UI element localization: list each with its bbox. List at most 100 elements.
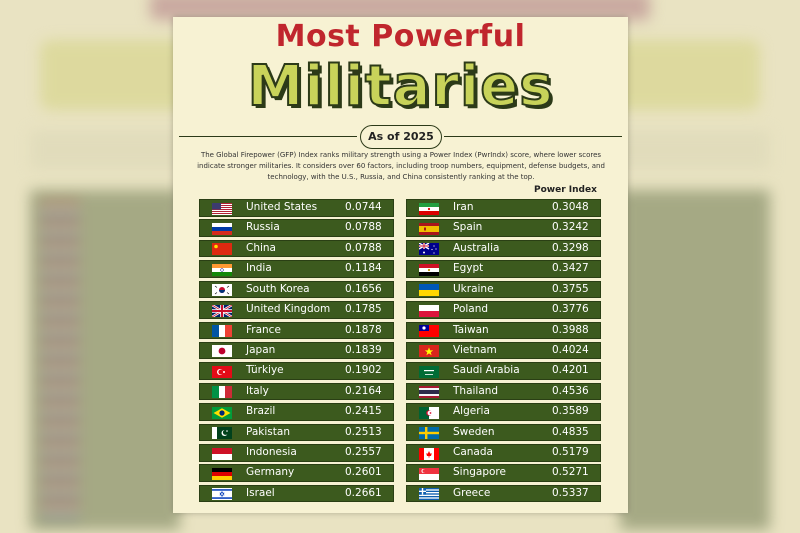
country-name: Australia [453, 241, 500, 254]
power-index-value: 0.3755 [552, 282, 589, 295]
ranking-row: Iran 0.3048 [406, 199, 601, 217]
power-index-value: 0.3589 [552, 405, 589, 418]
power-index-value: 0.5337 [552, 486, 589, 499]
us-flag-icon [212, 202, 232, 215]
ranking-row: Egypt 0.3427 [406, 260, 601, 278]
turkey-flag-icon [212, 365, 232, 378]
country-name: Poland [453, 303, 489, 316]
country-name: India [246, 262, 272, 275]
indonesia-flag-icon [212, 447, 232, 460]
power-index-value: 0.1839 [345, 343, 382, 356]
country-name: Sweden [453, 425, 495, 438]
country-name: Thailand [453, 384, 499, 397]
country-name: Japan [246, 343, 276, 356]
ranking-row: Singapore 0.5271 [406, 464, 601, 482]
power-index-value: 0.2164 [345, 384, 382, 397]
power-index-value: 0.4835 [552, 425, 589, 438]
ukraine-flag-icon [419, 284, 439, 297]
country-name: Egypt [453, 262, 484, 275]
ranking-row: United Kingdom 0.1785 [199, 301, 394, 319]
ranking-row: Algeria 0.3589 [406, 403, 601, 421]
country-name: Pakistan [246, 425, 290, 438]
greece-flag-icon [419, 488, 439, 501]
power-index-value: 0.3776 [552, 303, 589, 316]
ranking-row: Pakistan 0.2513 [199, 423, 394, 442]
ranking-row: Saudi Arabia 0.4201 [406, 362, 601, 380]
ranking-row: Taiwan 0.3988 [406, 321, 601, 340]
power-index-value: 0.1184 [345, 262, 382, 275]
ranking-row: Sweden 0.4835 [406, 423, 601, 442]
power-index-value: 0.0744 [345, 201, 382, 213]
power-index-value: 0.4536 [552, 384, 589, 397]
japan-flag-icon [212, 345, 232, 358]
country-name: Canada [453, 446, 493, 459]
ranking-column-left: United States 0.0744 Russia 0.0788 China 0.07… [199, 199, 394, 505]
ranking-row: Indonesia 0.2557 [199, 444, 394, 462]
power-index-value: 0.3988 [552, 323, 589, 336]
france-flag-icon [212, 325, 232, 338]
country-name: Ukraine [453, 282, 494, 295]
poland-flag-icon [419, 304, 439, 317]
power-index-value: 0.2661 [345, 486, 382, 499]
country-name: Spain [453, 221, 483, 234]
uk-flag-icon [212, 304, 232, 317]
ranking-row: Germany 0.2601 [199, 464, 394, 482]
description: The Global Firepower (GFP) Index ranks m… [197, 151, 605, 181]
divider-right [444, 136, 622, 137]
power-index-value: 0.4201 [552, 364, 589, 377]
ranking-row: Vietnam 0.4024 [406, 341, 601, 360]
date-badge: As of 2025 [360, 125, 442, 149]
algeria-flag-icon [419, 406, 439, 419]
country-name: Germany [246, 466, 295, 479]
power-index-value: 0.0788 [345, 241, 382, 254]
power-index-value: 0.0788 [345, 221, 382, 234]
country-name: Vietnam [453, 343, 497, 356]
infographic-card: Most Powerful Militaries As of 2025 The … [173, 17, 628, 513]
title-line-1: Most Powerful [275, 19, 526, 54]
power-index-value: 0.3427 [552, 262, 589, 275]
singapore-flag-icon [419, 467, 439, 480]
ranking-row: France 0.1878 [199, 321, 394, 340]
brazil-flag-icon [212, 406, 232, 419]
china-flag-icon [212, 243, 232, 256]
power-index-value: 0.3242 [552, 221, 589, 234]
russia-flag-icon [212, 222, 232, 235]
vietnam-flag-icon [419, 345, 439, 358]
pakistan-flag-icon [212, 427, 232, 440]
power-index-value: 0.3048 [552, 201, 589, 213]
ranking-row: Ukraine 0.3755 [406, 280, 601, 299]
ranking-row: Australia 0.3298 [406, 239, 601, 258]
south-korea-flag-icon [212, 284, 232, 297]
country-name: Israel [246, 486, 275, 499]
power-index-value: 0.1785 [345, 303, 382, 316]
ranking-row: Spain 0.3242 [406, 219, 601, 237]
ranking-row: Italy 0.2164 [199, 382, 394, 401]
germany-flag-icon [212, 467, 232, 480]
ranking-row: Canada 0.5179 [406, 444, 601, 462]
ranking-row: Türkiye 0.1902 [199, 362, 394, 380]
australia-flag-icon [419, 243, 439, 256]
ranking-row: India 0.1184 [199, 260, 394, 278]
title-line-2: Militaries [247, 54, 554, 120]
power-index-value: 0.2415 [345, 405, 382, 418]
spain-flag-icon [419, 222, 439, 235]
ranking-row: United States 0.0744 [199, 199, 394, 217]
ranking-row: Poland 0.3776 [406, 301, 601, 319]
egypt-flag-icon [419, 263, 439, 276]
israel-flag-icon [212, 488, 232, 501]
thailand-flag-icon [419, 386, 439, 399]
power-index-value: 0.1878 [345, 323, 382, 336]
country-name: Russia [246, 221, 280, 234]
india-flag-icon [212, 263, 232, 276]
ranking-row: Japan 0.1839 [199, 341, 394, 360]
country-name: France [246, 323, 281, 336]
taiwan-flag-icon [419, 325, 439, 338]
sweden-flag-icon [419, 427, 439, 440]
country-name: Algeria [453, 405, 490, 418]
ranking-column-right: Iran 0.3048 Spain 0.3242 Australia 0.3298 Egyp… [406, 199, 601, 505]
country-name: Brazil [246, 405, 276, 418]
power-index-value: 0.1656 [345, 282, 382, 295]
ranking-row: Russia 0.0788 [199, 219, 394, 237]
country-name: Türkiye [246, 364, 284, 377]
